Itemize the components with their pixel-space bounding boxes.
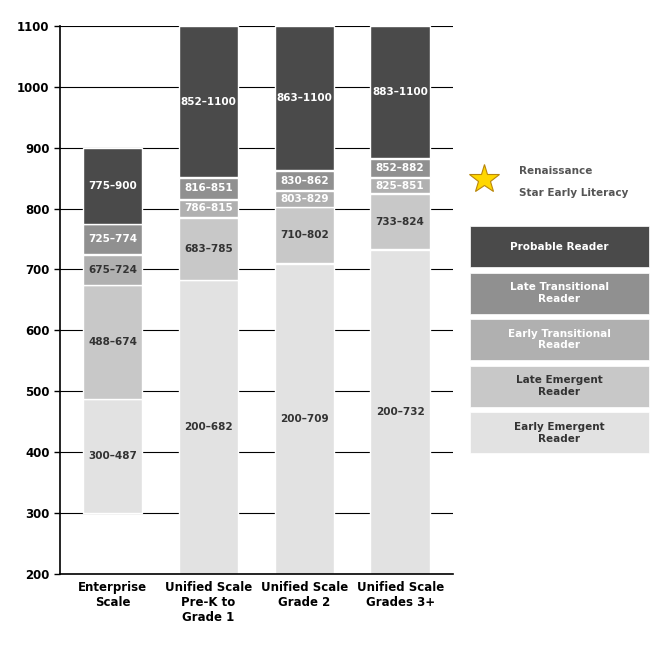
Bar — [83, 399, 143, 513]
FancyBboxPatch shape — [470, 273, 649, 314]
Bar — [370, 158, 430, 177]
Bar — [274, 171, 334, 190]
Text: 786–815: 786–815 — [184, 203, 233, 213]
Bar — [274, 264, 334, 574]
Bar — [370, 194, 430, 250]
FancyBboxPatch shape — [470, 226, 649, 267]
Text: 200–709: 200–709 — [280, 414, 328, 424]
Bar — [83, 148, 143, 224]
Bar — [178, 177, 238, 199]
Text: 803–829: 803–829 — [280, 194, 328, 204]
Text: 300–487: 300–487 — [88, 451, 137, 461]
Text: 816–851: 816–851 — [184, 183, 233, 193]
Bar — [274, 207, 334, 263]
Bar — [83, 286, 143, 398]
Bar — [83, 224, 143, 254]
Text: 710–802: 710–802 — [280, 230, 329, 241]
Text: 725–774: 725–774 — [88, 234, 137, 244]
Text: 200–682: 200–682 — [184, 422, 233, 432]
Text: 775–900: 775–900 — [89, 181, 137, 191]
FancyBboxPatch shape — [470, 412, 649, 453]
Bar — [178, 218, 238, 280]
Bar — [370, 250, 430, 574]
Text: Star Early Literacy: Star Early Literacy — [519, 188, 629, 198]
Text: 683–785: 683–785 — [184, 244, 233, 254]
Text: Renaissance: Renaissance — [519, 166, 593, 176]
Bar — [274, 26, 334, 170]
Bar — [370, 177, 430, 194]
Bar — [370, 26, 430, 158]
Text: 825–851: 825–851 — [376, 181, 424, 190]
Text: 852–882: 852–882 — [376, 163, 424, 173]
Text: 830–862: 830–862 — [280, 175, 328, 186]
Text: Early Transitional
Reader: Early Transitional Reader — [508, 329, 611, 350]
Bar — [178, 200, 238, 217]
Text: 675–724: 675–724 — [88, 265, 137, 274]
Text: 200–732: 200–732 — [376, 407, 424, 417]
Bar — [178, 26, 238, 177]
Text: 733–824: 733–824 — [376, 216, 425, 227]
Text: Probable Reader: Probable Reader — [510, 241, 609, 252]
FancyBboxPatch shape — [470, 366, 649, 407]
Text: 852–1100: 852–1100 — [180, 96, 236, 106]
Text: Early Emergent
Reader: Early Emergent Reader — [514, 422, 605, 443]
FancyBboxPatch shape — [470, 319, 649, 360]
Text: 863–1100: 863–1100 — [276, 93, 332, 103]
Text: Late Transitional
Reader: Late Transitional Reader — [510, 282, 609, 304]
Text: 488–674: 488–674 — [88, 337, 137, 347]
Bar — [274, 191, 334, 207]
Bar — [178, 280, 238, 574]
Bar — [83, 255, 143, 285]
Text: Late Emergent
Reader: Late Emergent Reader — [516, 376, 603, 397]
Text: 883–1100: 883–1100 — [372, 87, 428, 97]
